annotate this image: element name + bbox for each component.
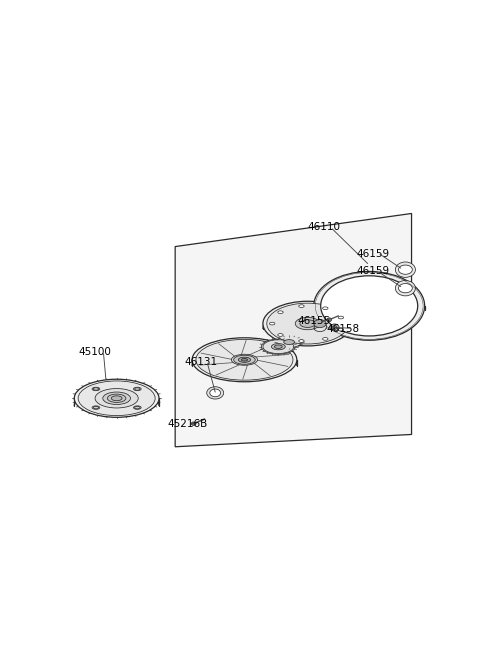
Ellipse shape (133, 406, 141, 409)
Ellipse shape (269, 322, 275, 325)
Ellipse shape (103, 392, 131, 405)
Text: 46159: 46159 (356, 249, 389, 258)
Ellipse shape (196, 339, 293, 380)
Ellipse shape (134, 388, 140, 390)
Ellipse shape (314, 272, 425, 340)
Ellipse shape (92, 387, 100, 391)
Ellipse shape (192, 338, 297, 382)
Ellipse shape (330, 324, 339, 331)
Text: 46131: 46131 (184, 357, 217, 367)
Ellipse shape (238, 357, 251, 362)
Ellipse shape (300, 319, 315, 327)
Ellipse shape (275, 345, 282, 348)
Text: 46110: 46110 (308, 222, 341, 232)
Ellipse shape (284, 340, 295, 344)
Ellipse shape (108, 394, 126, 402)
Text: 45100: 45100 (78, 347, 111, 357)
Ellipse shape (278, 334, 283, 337)
Ellipse shape (338, 316, 344, 319)
Ellipse shape (133, 387, 141, 391)
Ellipse shape (299, 340, 304, 342)
Ellipse shape (263, 340, 294, 354)
Ellipse shape (210, 389, 221, 397)
Ellipse shape (263, 301, 352, 346)
Ellipse shape (299, 305, 304, 308)
Ellipse shape (277, 337, 301, 348)
Ellipse shape (278, 311, 283, 314)
Polygon shape (175, 213, 411, 447)
Text: 46159: 46159 (356, 266, 389, 276)
Text: 45216B: 45216B (168, 419, 208, 428)
Text: 46158: 46158 (326, 324, 359, 334)
Ellipse shape (338, 328, 344, 331)
Ellipse shape (323, 307, 328, 310)
Ellipse shape (267, 303, 348, 344)
Ellipse shape (231, 354, 258, 365)
Ellipse shape (234, 356, 255, 364)
Ellipse shape (327, 318, 332, 321)
Ellipse shape (192, 422, 196, 425)
Ellipse shape (134, 406, 140, 409)
Ellipse shape (74, 379, 159, 417)
Ellipse shape (295, 318, 320, 330)
Ellipse shape (323, 338, 328, 340)
Ellipse shape (396, 281, 415, 296)
Ellipse shape (241, 358, 248, 361)
Ellipse shape (111, 396, 122, 401)
Ellipse shape (207, 387, 224, 399)
Ellipse shape (332, 325, 337, 329)
Ellipse shape (396, 262, 415, 277)
Ellipse shape (271, 344, 285, 350)
Ellipse shape (78, 381, 155, 416)
Ellipse shape (398, 265, 412, 274)
Ellipse shape (262, 339, 295, 354)
Text: 46155: 46155 (298, 316, 331, 326)
Ellipse shape (93, 406, 99, 409)
Ellipse shape (95, 388, 138, 408)
Ellipse shape (92, 406, 100, 409)
Ellipse shape (314, 319, 326, 327)
Ellipse shape (398, 283, 412, 293)
Ellipse shape (321, 276, 418, 336)
Ellipse shape (93, 388, 99, 390)
